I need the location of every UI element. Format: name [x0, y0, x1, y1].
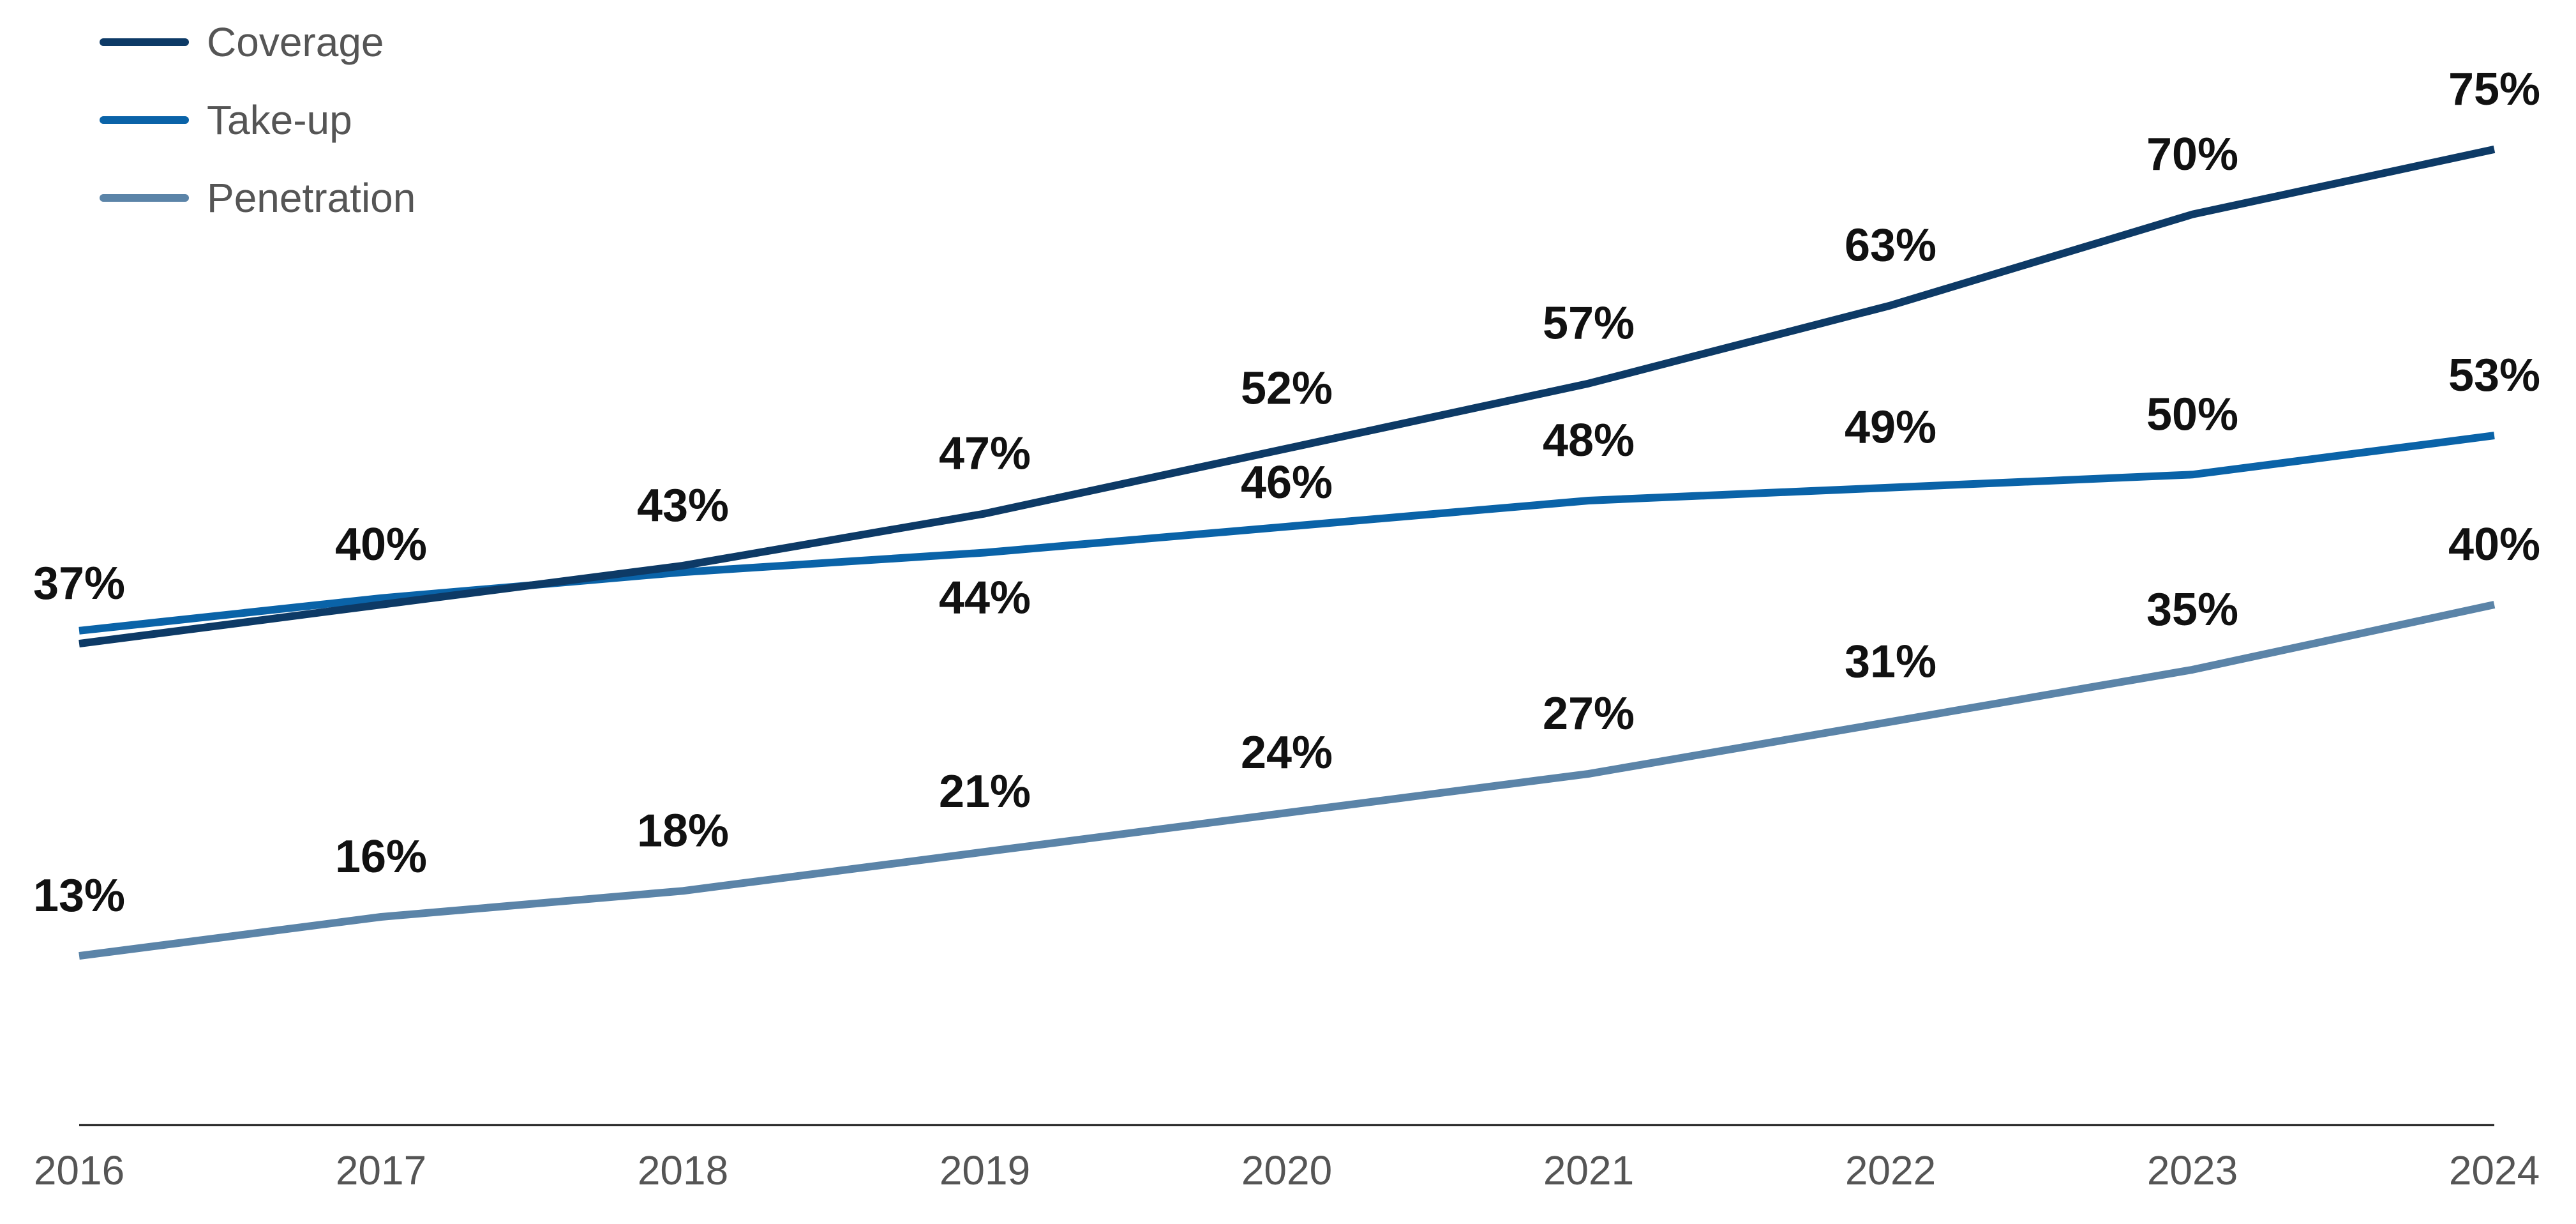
- legend: Coverage Take-up Penetration: [100, 19, 416, 221]
- x-tick-label-2019: 2019: [940, 1147, 1030, 1193]
- data-label-coverage-2020: 52%: [1241, 363, 1333, 414]
- data-label-take-up-2024: 53%: [2448, 350, 2540, 401]
- data-label-take-up-2020: 46%: [1241, 457, 1333, 508]
- x-tick-label-2018: 2018: [638, 1147, 728, 1193]
- data-label-take-up-2023: 50%: [2146, 389, 2238, 440]
- legend-label-coverage: Coverage: [207, 19, 384, 65]
- data-label-penetration-2024: 40%: [2448, 519, 2540, 570]
- x-tick-label-2022: 2022: [1845, 1147, 1936, 1193]
- data-label-penetration-2019: 21%: [939, 766, 1031, 817]
- data-label-penetration-2020: 24%: [1241, 727, 1333, 778]
- x-tick-label-2024: 2024: [2449, 1147, 2540, 1193]
- data-label-coverage-2024: 75%: [2448, 64, 2540, 115]
- data-label-coverage-2022: 63%: [1845, 220, 1936, 271]
- data-label-coverage-2019: 47%: [939, 428, 1031, 479]
- data-label-coverage-2017: 40%: [335, 519, 427, 570]
- data-label-penetration-2018: 18%: [637, 805, 729, 856]
- series-line-coverage: [79, 146, 2496, 648]
- x-tick-label-2017: 2017: [336, 1147, 426, 1193]
- data-label-coverage-2016: 37%: [33, 558, 125, 609]
- data-label-take-up-2021: 48%: [1543, 415, 1635, 466]
- x-tick-label-2023: 2023: [2147, 1147, 2238, 1193]
- legend-label-take-up: Take-up: [207, 97, 352, 143]
- x-tick-label-2020: 2020: [1241, 1147, 1332, 1193]
- data-label-penetration-2023: 35%: [2146, 584, 2238, 635]
- legend-label-penetration: Penetration: [207, 175, 416, 221]
- data-label-coverage-2018: 43%: [637, 480, 729, 531]
- data-label-coverage-2021: 57%: [1543, 298, 1635, 349]
- data-label-penetration-2017: 16%: [335, 831, 427, 882]
- data-labels: 37% 40% 43% 47% 52% 57% 63% 70% 75% 44% 46% 48% 49% 5…: [33, 64, 2540, 921]
- data-label-penetration-2016: 13%: [33, 870, 125, 921]
- data-label-coverage-2023: 70%: [2146, 129, 2238, 180]
- data-label-penetration-2022: 31%: [1845, 636, 1936, 687]
- x-axis: 2016 2017 2018 2019 2020 2021 2022 2023 2024: [34, 1124, 2540, 1193]
- series-line-penetration: [79, 601, 2496, 960]
- x-tick-label-2021: 2021: [1543, 1147, 1634, 1193]
- x-tick-label-2016: 2016: [34, 1147, 124, 1193]
- data-label-take-up-2019: 44%: [939, 573, 1031, 624]
- data-label-take-up-2022: 49%: [1845, 402, 1936, 453]
- data-label-penetration-2021: 27%: [1543, 688, 1635, 739]
- series-lines: [79, 146, 2496, 960]
